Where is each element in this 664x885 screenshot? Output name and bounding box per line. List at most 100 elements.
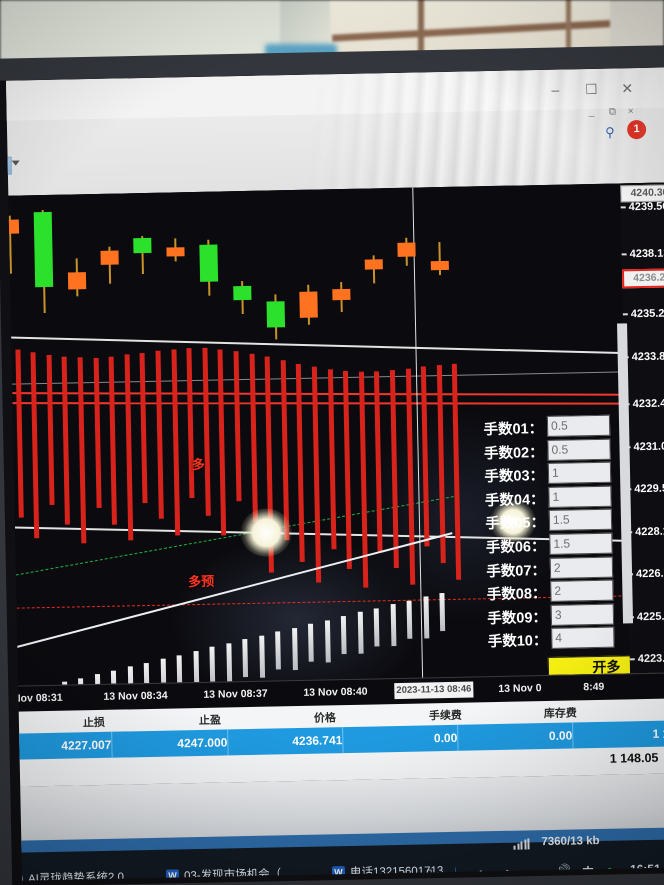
indicator-bar (225, 643, 232, 686)
price-axis-label: 4228.160 (635, 525, 664, 539)
candle-body (332, 288, 351, 301)
inner-close-icon[interactable]: × (627, 106, 634, 118)
candlestick (133, 236, 152, 274)
lot-size-row: 手数03： 1 (464, 461, 612, 488)
table-cell: 0.00 (548, 728, 573, 743)
lot-size-label: 手数07： (486, 562, 547, 580)
indicator-bar (209, 647, 216, 686)
price-axis-label: 4239.560 (628, 200, 664, 214)
indicator-bar (340, 616, 347, 655)
price-tick (629, 658, 635, 661)
lot-size-input[interactable]: 2 (550, 579, 614, 603)
candle-body (199, 244, 219, 283)
lot-size-input[interactable]: 1.5 (548, 509, 613, 532)
table-column-header: 止盈 (198, 714, 222, 728)
candle-body (364, 259, 383, 270)
lot-size-label: 手数06： (485, 538, 546, 557)
lot-size-row: 手数08： 2 (466, 579, 614, 606)
candle-body (133, 238, 152, 253)
notification-badge[interactable]: 1 (626, 119, 647, 140)
lot-size-label: 手数05： (485, 515, 546, 533)
indicator-bar (308, 623, 314, 662)
price-tick (626, 488, 632, 491)
indicator-bar (275, 631, 281, 670)
candlestick (67, 258, 87, 297)
lot-size-input[interactable]: 1.5 (549, 532, 613, 555)
table-column-header: 止损 (82, 716, 106, 730)
table-cell: 1 148.05 (652, 726, 664, 741)
taskbar-item-label: AI灵珑趋势系统2.0 (27, 871, 125, 881)
price-axis-label: 4235.285 (630, 307, 664, 321)
lot-size-row: 手数01： 0.5 (463, 414, 611, 441)
price-tick (620, 206, 626, 209)
positions-table[interactable]: 止损止盈价格手续费库存费获利 4227.0074247.0004236.7410… (6, 697, 664, 788)
network-speed-label: 7360/13 kb (541, 834, 600, 849)
lot-size-input[interactable]: 0.5 (546, 414, 611, 437)
candlestick (266, 294, 286, 340)
lot-size-input[interactable]: 1 (547, 461, 612, 485)
price-axis-label: 4226.735 (635, 567, 664, 581)
candlestick (100, 246, 119, 284)
window-mullion-vertical-2 (566, 0, 571, 66)
lot-size-row: 手数02： 0.5 (463, 437, 611, 464)
candlestick (299, 284, 318, 325)
price-tick (625, 446, 631, 449)
price-tick (624, 403, 630, 406)
candle-body (299, 291, 318, 318)
window-chrome: – ☐ ✕ _ ⧉ × ⚲ 1 (6, 67, 664, 197)
lot-size-input[interactable]: 3 (550, 603, 615, 626)
candlestick (33, 209, 54, 314)
lot-size-input[interactable]: 4 (551, 626, 615, 650)
candle-body (266, 301, 286, 328)
chevron-down-icon[interactable] (11, 160, 20, 166)
window-mullion-vertical-1 (418, 0, 424, 70)
indicator-bar (193, 650, 199, 687)
profit-total: 1 148.05 (609, 750, 659, 766)
inner-minimize-icon[interactable]: _ (588, 106, 595, 119)
candle-body (100, 250, 119, 266)
lot-size-label: 手数04： (484, 491, 545, 509)
toolbar-icon[interactable] (6, 156, 12, 176)
lot-size-input[interactable]: 2 (549, 556, 614, 579)
price-axis-label: 4231.010 (633, 440, 664, 454)
indicator-bar (439, 592, 446, 631)
candlestick (166, 237, 185, 262)
price-axis-label: 4238.135 (629, 247, 664, 261)
minimize-icon[interactable]: – (551, 81, 560, 98)
price-tick (621, 253, 627, 256)
search-icon[interactable]: ⚲ (605, 124, 615, 140)
price-chart[interactable]: 多 多预 手数01： 0.5 手数02： 0.5 手数03： 1 手数04： 1 手数05： 1.… (6, 182, 664, 687)
price-axis-label: 4229.585 (634, 482, 664, 496)
price-axis[interactable]: 4240.305 4236.241 4239.560 4238.135 4235.2… (617, 181, 664, 749)
candlestick (430, 241, 449, 275)
close-icon[interactable]: ✕ (621, 80, 634, 97)
lot-size-row: 手数09： 3 (467, 602, 615, 629)
table-column-header: 库存费 (543, 707, 577, 721)
trade-panel[interactable]: 手数01： 0.5 手数02： 0.5 手数03： 1 手数04： 1 手数05： 1.5 手数06… (463, 414, 664, 687)
price-tick (622, 313, 628, 316)
network-signal-icon (513, 838, 530, 850)
time-axis-label: 13 Nov 08:34 (103, 689, 168, 703)
table-cell: 0.00 (433, 730, 458, 746)
time-axis-label: 13 Nov 0 (498, 682, 542, 695)
candle-body (166, 247, 185, 257)
candlestick (233, 281, 252, 315)
lot-size-label: 手数03： (484, 468, 545, 486)
time-axis-label: 13 Nov 08:37 (203, 687, 268, 701)
indicator-bar (406, 600, 413, 639)
time-axis-label: 8:49 (583, 680, 605, 694)
candlestick (364, 255, 384, 284)
maximize-icon[interactable]: ☐ (584, 80, 598, 98)
indicator-bar (291, 627, 298, 670)
taskbar-item[interactable]: AI灵珑趋势系统2.0 (7, 869, 125, 881)
annotation-long: 多 (191, 456, 205, 473)
lot-size-input[interactable]: 0.5 (547, 438, 611, 461)
lot-size-input[interactable]: 1 (548, 485, 612, 508)
time-axis-label: 13 Nov 08:40 (303, 685, 368, 699)
candle-body (233, 285, 252, 301)
price-axis-label: 4225.310 (636, 610, 664, 624)
lot-size-row: 手数06： 1.5 (465, 532, 613, 559)
indicator-bar (390, 604, 396, 647)
inner-restore-icon[interactable]: ⧉ (608, 106, 617, 118)
